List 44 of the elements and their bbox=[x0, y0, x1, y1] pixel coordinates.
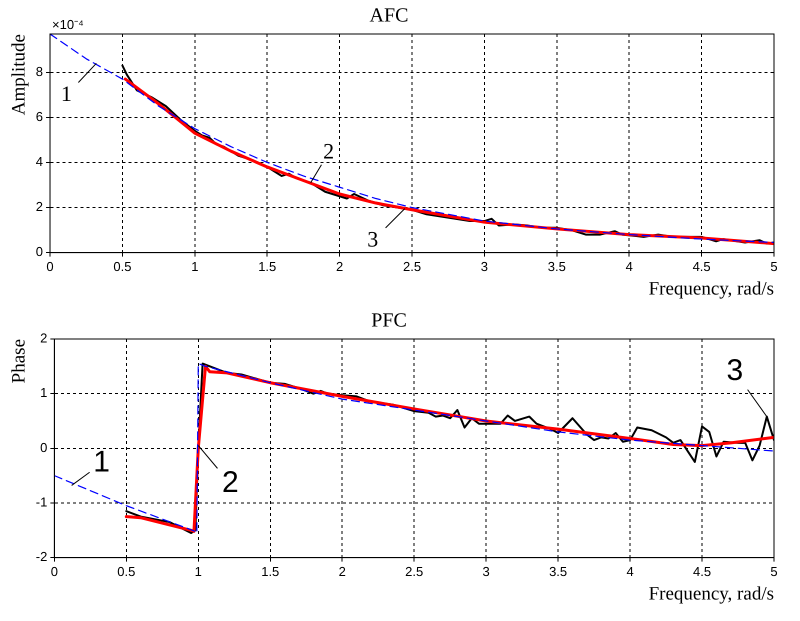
x-tick-label: 0 bbox=[50, 564, 58, 579]
x-tick-label: 3.5 bbox=[549, 564, 568, 579]
y-tick-label: 2 bbox=[40, 330, 48, 346]
annotation: 1 bbox=[93, 446, 110, 479]
y-tick-label: 1 bbox=[40, 385, 48, 400]
annotation: 3 bbox=[726, 354, 744, 387]
y-tick-label: 8 bbox=[36, 64, 44, 79]
annotation: 2 bbox=[323, 138, 334, 164]
x-tick-label: 3.5 bbox=[548, 258, 566, 274]
y-tick-label: 0 bbox=[36, 244, 44, 260]
y-axis-title: Amplitude bbox=[8, 34, 30, 116]
y-tick-label: 4 bbox=[36, 154, 44, 170]
x-tick-label: 2.5 bbox=[402, 258, 422, 274]
y-tick-label: 2 bbox=[36, 199, 44, 214]
text: ×10⁻⁴ bbox=[52, 17, 84, 32]
x-tick-label: 3 bbox=[480, 258, 488, 274]
y-axis-title: Phase bbox=[8, 339, 30, 384]
x-axis-title: Frequency, rad/s bbox=[648, 584, 774, 605]
x-tick-label: 1.5 bbox=[261, 564, 280, 579]
annotation: 2 bbox=[222, 466, 239, 499]
x-tick-label: 5 bbox=[770, 258, 778, 274]
x-axis-title: Frequency, rad/s bbox=[648, 278, 774, 300]
x-tick-label: 3 bbox=[482, 564, 490, 579]
y-tick-label: -2 bbox=[36, 549, 48, 564]
chart-title: PFC bbox=[371, 309, 407, 332]
chart-title: AFC bbox=[370, 4, 408, 26]
x-tick-label: 4 bbox=[626, 258, 633, 274]
annotation: 1 bbox=[60, 81, 72, 106]
x-tick-label: 2 bbox=[336, 258, 344, 274]
x-tick-label: 2 bbox=[338, 564, 346, 579]
x-tick-label: 4.5 bbox=[692, 564, 712, 579]
x-tick-label: 4 bbox=[626, 564, 634, 579]
x-tick-label: 0.5 bbox=[113, 258, 132, 274]
y-tick-label: -1 bbox=[36, 494, 48, 510]
y-tick-label: 6 bbox=[36, 108, 44, 124]
y-tick-label: 0 bbox=[40, 440, 48, 455]
x-tick-label: 4.5 bbox=[692, 258, 711, 274]
x-tick-label: 5 bbox=[770, 564, 778, 579]
x-tick-label: 0.5 bbox=[117, 564, 136, 579]
x-tick-label: 2.5 bbox=[405, 564, 424, 579]
x-tick-label: 1 bbox=[194, 564, 202, 579]
x-tick-label: 1.5 bbox=[258, 258, 276, 274]
x-tick-label: 1 bbox=[191, 258, 198, 274]
annotation: 3 bbox=[367, 226, 378, 252]
